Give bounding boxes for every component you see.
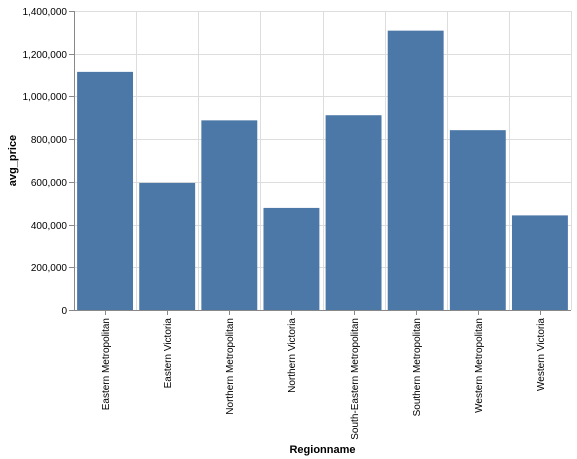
bar xyxy=(201,120,258,310)
y-tick-label: 1,000,000 xyxy=(23,92,68,103)
bar xyxy=(139,182,196,310)
y-tick-label: 800,000 xyxy=(31,135,68,146)
x-tick-label: Eastern Metropolitan xyxy=(101,318,112,410)
bar xyxy=(387,30,444,311)
y-axis-title: avg_price xyxy=(7,135,19,186)
x-tick-label: Northern Metropolitan xyxy=(225,318,236,415)
bar xyxy=(325,115,382,310)
x-tick-label: Southern Metropolitan xyxy=(412,318,423,416)
y-tick-label: 600,000 xyxy=(31,178,68,189)
y-tick-label: 200,000 xyxy=(31,263,68,274)
x-axis-title: Regionname xyxy=(289,444,355,456)
bar xyxy=(511,215,568,310)
y-tick-label: 400,000 xyxy=(31,221,68,232)
y-tick-label: 0 xyxy=(61,306,67,317)
bar xyxy=(449,130,506,310)
gridlines xyxy=(74,11,572,311)
x-tick-label: Northern Victoria xyxy=(287,318,298,393)
x-tick-label: Eastern Victoria xyxy=(163,318,174,389)
y-tick-label: 1,400,000 xyxy=(23,7,68,18)
x-tick-label: Western Victoria xyxy=(536,318,547,391)
bar xyxy=(77,71,134,310)
bar xyxy=(263,207,320,310)
y-tick-label: 1,200,000 xyxy=(23,50,68,61)
x-tick-label: South-Eastern Metropolitan xyxy=(350,318,361,440)
bars xyxy=(77,30,568,311)
x-tick-label: Western Metropolitan xyxy=(474,318,485,413)
axes: 0 200,000 400,000 600,000 800,000 1,000,000 1,… xyxy=(23,7,571,440)
